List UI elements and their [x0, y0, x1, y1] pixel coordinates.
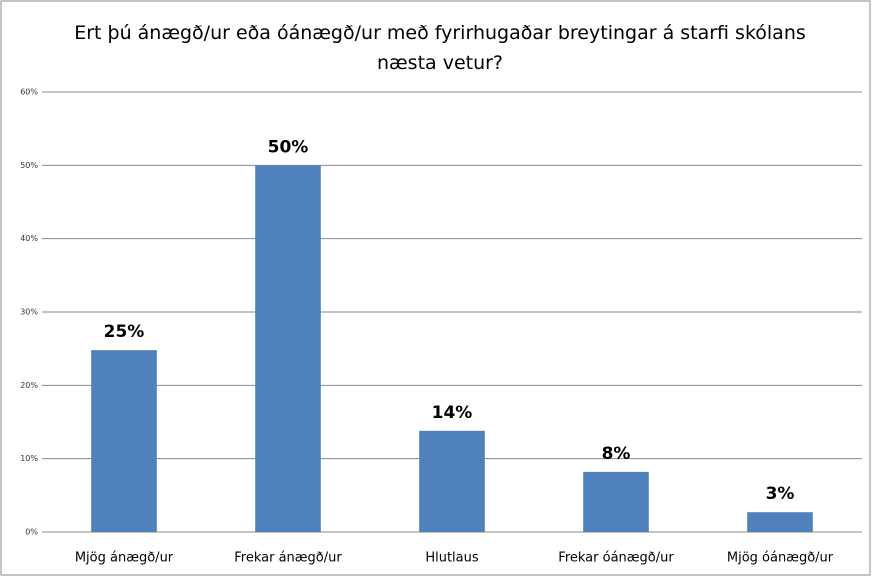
value-label: 50% [268, 137, 309, 157]
value-label: 14% [432, 403, 473, 423]
y-tick-label: 0% [25, 528, 38, 537]
bar [255, 165, 321, 533]
bar [583, 471, 649, 532]
y-tick-label: 10% [20, 454, 38, 463]
y-tick-label: 40% [20, 234, 38, 243]
value-label: 25% [104, 322, 145, 342]
value-label: 8% [602, 444, 631, 464]
x-tick-label: Frekar ánægð/ur [234, 551, 342, 566]
bar [91, 350, 157, 532]
value-label: 3% [766, 484, 795, 504]
chart-title: Ert þú ánægð/ur eða óánægð/ur með fyrirh… [74, 22, 806, 74]
x-tick-label: Mjög óánægð/ur [727, 551, 834, 566]
y-tick-label: 20% [20, 381, 38, 390]
y-tick-label: 50% [20, 161, 38, 170]
y-tick-label: 60% [20, 88, 38, 97]
x-tick-label: Hlutlaus [425, 551, 479, 566]
bar [747, 512, 813, 532]
bar [419, 430, 485, 532]
x-tick-label: Frekar óánægð/ur [558, 551, 674, 566]
x-tick-label: Mjög ánægð/ur [75, 551, 174, 566]
y-tick-label: 30% [20, 308, 38, 317]
